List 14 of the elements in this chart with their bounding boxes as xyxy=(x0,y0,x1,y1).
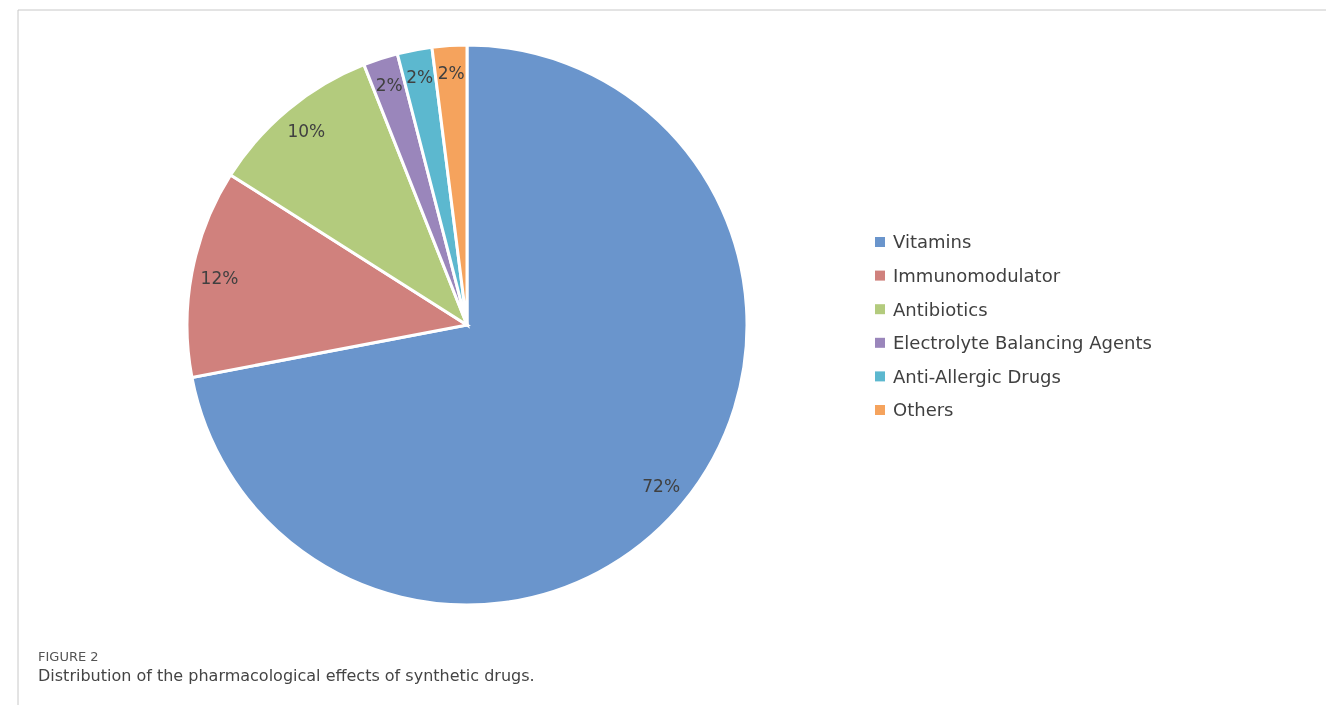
data-label: 2% xyxy=(375,75,403,96)
text: Distribution of the pharmacological effects of synthetic drugs. xyxy=(38,666,535,685)
legend-label: Immunomodulator xyxy=(893,264,1061,286)
legend-label: Antibiotics xyxy=(893,298,988,320)
data-label: 10% xyxy=(287,120,326,141)
data-label: 12% xyxy=(200,267,239,288)
legend-label: Vitamins xyxy=(893,231,972,253)
data-label: 72% xyxy=(642,475,681,496)
legend-label: Others xyxy=(893,399,954,421)
data-label: 2% xyxy=(406,67,434,88)
text: FIGURE 2 xyxy=(38,649,99,664)
legend-label: Electrolyte Balancing Agents xyxy=(893,332,1152,354)
data-label: 2% xyxy=(437,63,465,84)
legend-label: Anti-Allergic Drugs xyxy=(893,365,1061,387)
